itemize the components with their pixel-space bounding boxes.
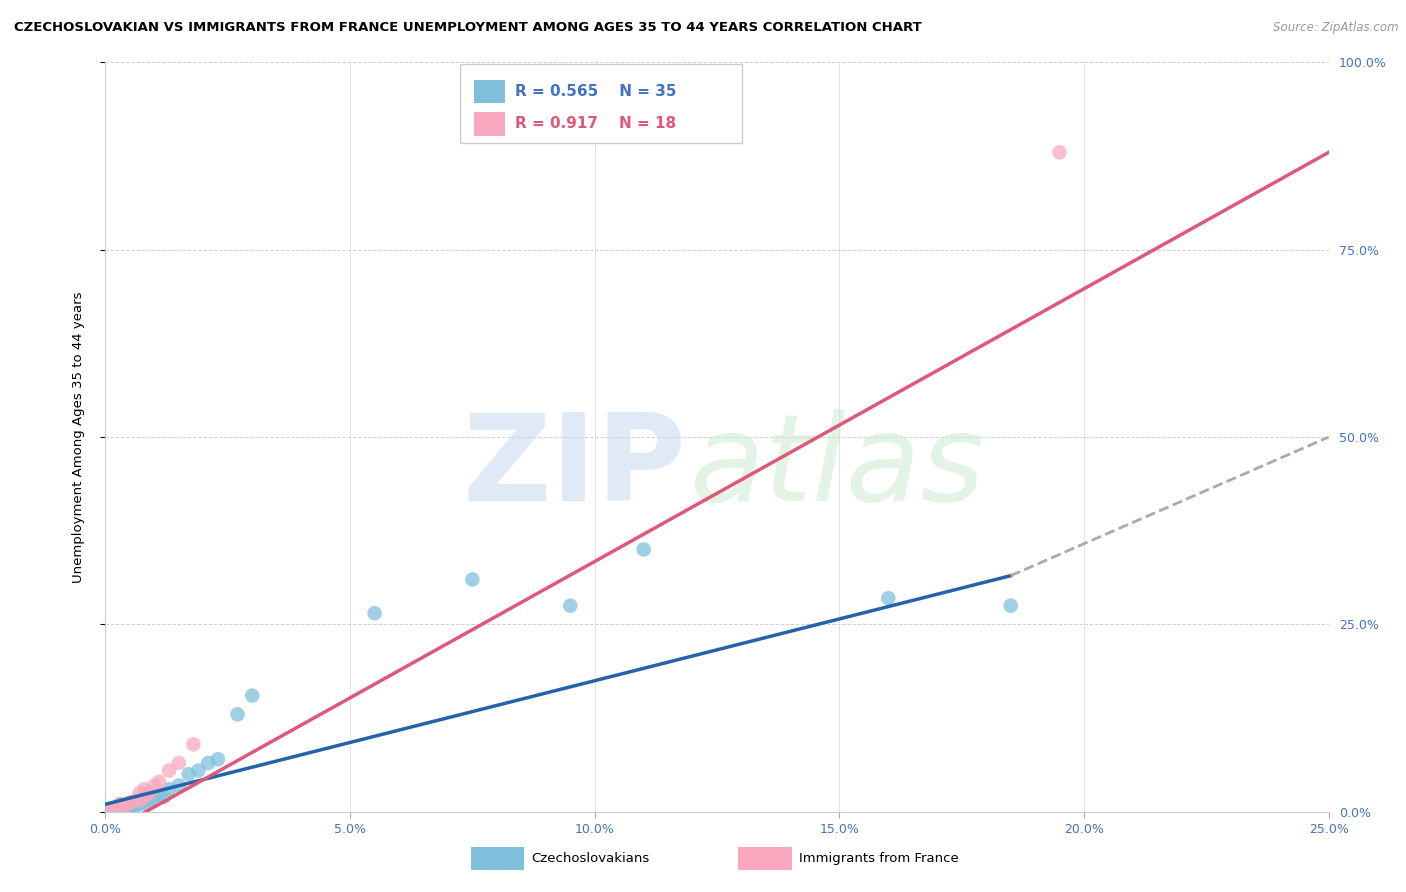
Point [118,796,141,810]
Point [108,797,131,812]
Point [1049,145,1071,160]
Point [98,803,121,817]
Point [104,802,127,816]
Text: ZIP: ZIP [463,409,686,525]
Point [143,791,166,805]
Point [98,803,121,817]
Y-axis label: Unemployment Among Ages 35 to 44 years: Unemployment Among Ages 35 to 44 years [72,292,84,582]
Point [118,802,141,816]
Point [124,798,146,813]
Point [1000,599,1022,613]
Point [108,797,131,812]
Point [633,542,655,557]
Point [363,606,385,620]
Text: R = 0.565    N = 35: R = 0.565 N = 35 [515,85,676,99]
Point [183,737,205,751]
Point [197,756,219,770]
Point [187,764,209,778]
Text: R = 0.917    N = 18: R = 0.917 N = 18 [515,117,676,131]
Point [153,789,176,804]
Text: Source: ZipAtlas.com: Source: ZipAtlas.com [1274,21,1399,34]
Point [134,796,156,810]
Point [114,798,136,813]
Text: Immigrants from France: Immigrants from France [799,852,959,864]
Point [240,689,263,703]
Point [128,793,150,807]
Point [138,786,160,800]
Point [207,752,229,766]
Point [104,801,127,815]
Point [143,779,166,793]
Point [124,795,146,809]
Point [134,782,156,797]
Point [108,801,131,815]
Point [114,801,136,815]
Point [134,791,156,805]
Point [167,756,190,770]
Point [177,767,200,781]
Point [461,573,484,587]
Point [877,591,900,606]
Text: Czechoslovakians: Czechoslovakians [531,852,650,864]
Text: CZECHOSLOVAKIAN VS IMMIGRANTS FROM FRANCE UNEMPLOYMENT AMONG AGES 35 TO 44 YEARS: CZECHOSLOVAKIAN VS IMMIGRANTS FROM FRANC… [14,21,922,34]
Point [148,789,170,803]
Point [560,599,582,613]
Point [124,793,146,807]
Point [108,802,131,816]
Point [157,782,180,797]
Point [134,789,156,804]
Point [226,707,249,722]
Point [167,779,190,793]
Point [138,793,160,807]
Point [128,786,150,800]
Point [104,802,127,816]
Point [118,796,141,810]
Point [128,797,150,812]
Point [114,798,136,813]
Point [148,774,170,789]
Text: atlas: atlas [690,409,986,525]
Point [108,800,131,814]
Point [128,793,150,807]
Point [157,764,180,778]
Point [118,799,141,814]
